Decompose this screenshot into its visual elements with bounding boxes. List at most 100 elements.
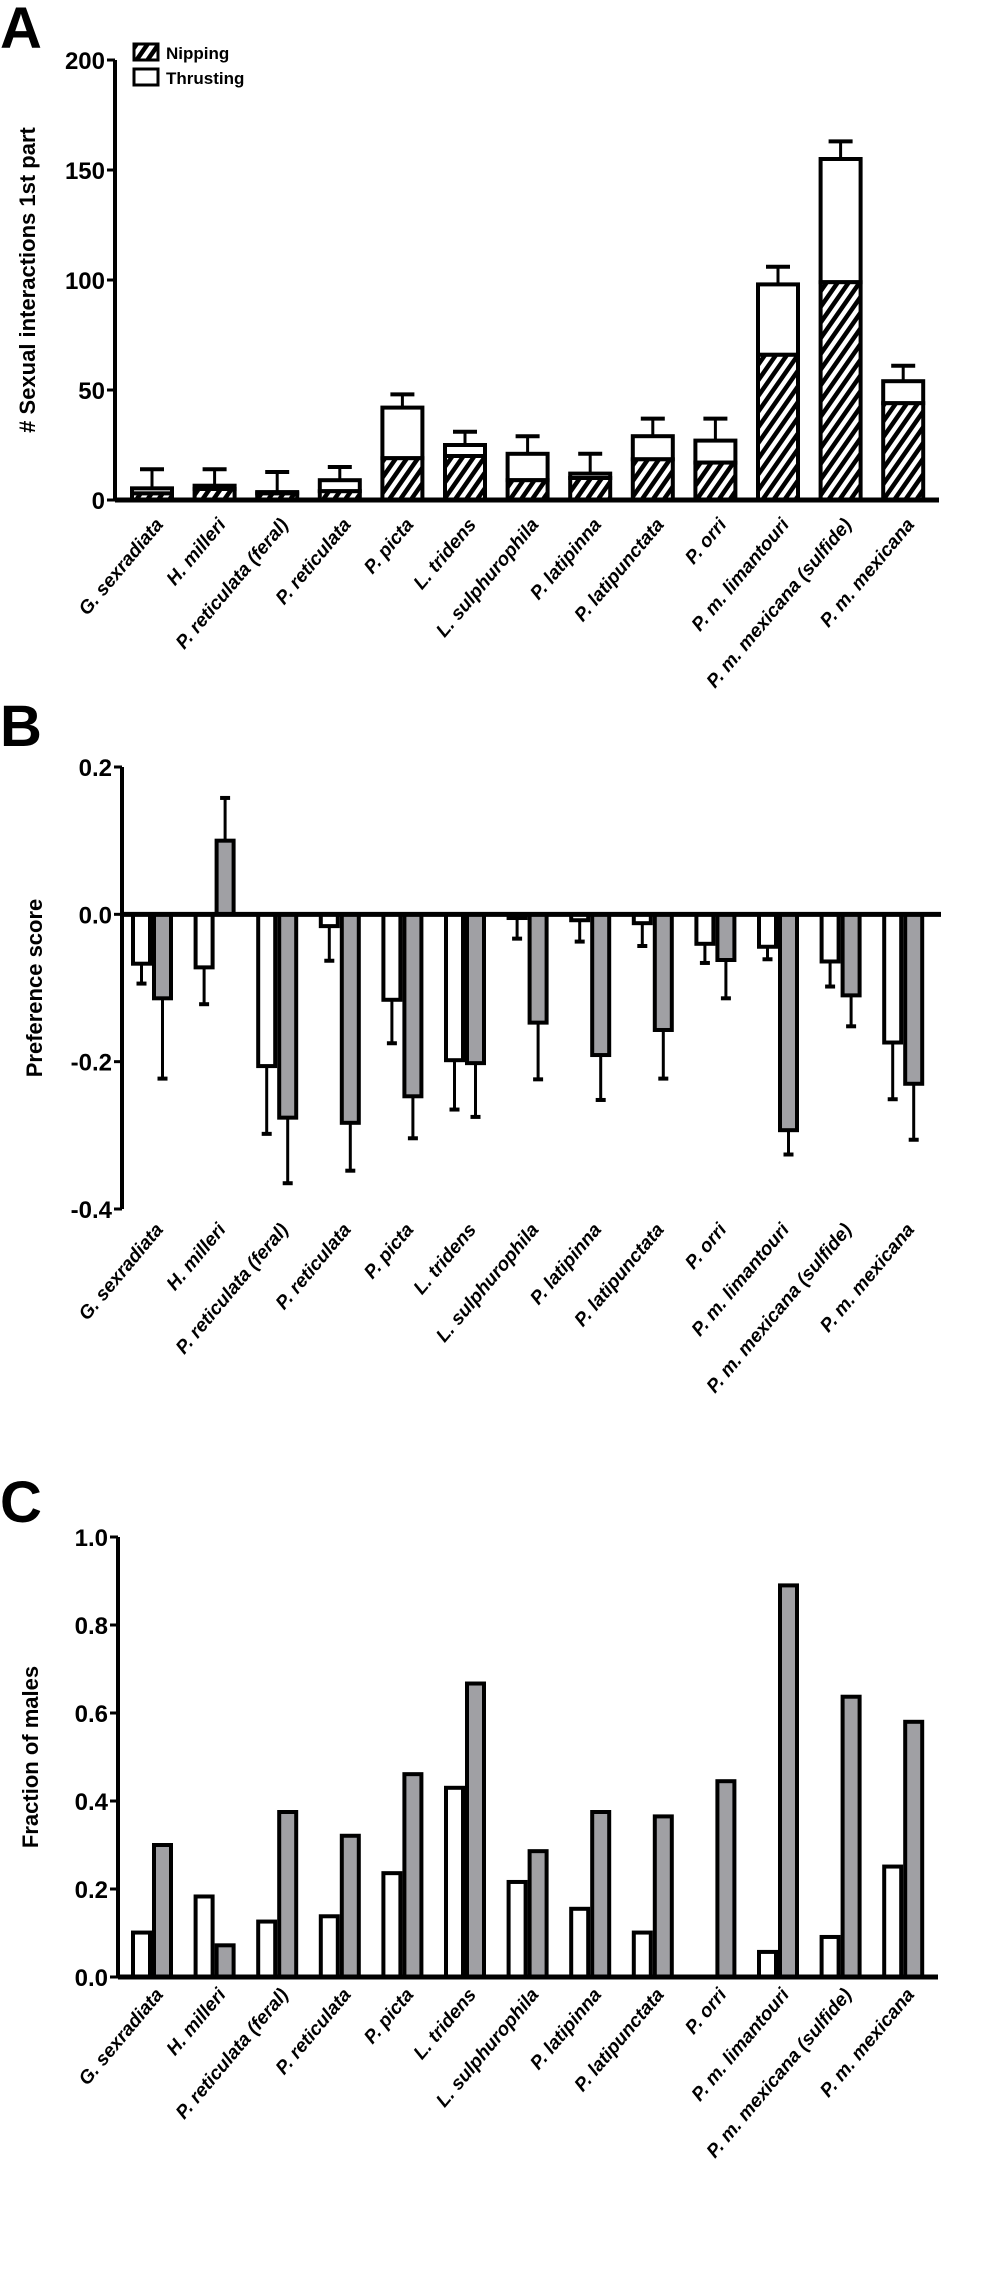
bar-thrusting <box>756 282 800 357</box>
y-tick-label: -0.4 <box>71 1197 113 1224</box>
category-label: H. milleri <box>163 1984 231 2060</box>
bar-white <box>318 1914 340 1980</box>
category-label: H. milleri <box>163 1219 231 1295</box>
bar-nipping <box>380 456 425 503</box>
bar-white <box>256 1919 278 1980</box>
bar-white <box>819 1934 841 1979</box>
category-label: P. reticulata (feral) <box>172 1220 293 1359</box>
bar-gray <box>527 912 549 1025</box>
y-tick-label: 1.0 <box>75 1525 108 1552</box>
bar-nipping <box>818 280 863 503</box>
bar-nipping <box>756 352 800 502</box>
bar-gray <box>590 1810 612 1979</box>
y-tick-label: 150 <box>65 158 105 185</box>
y-tick-label: 0.2 <box>79 755 112 782</box>
bar-gray <box>465 1681 486 1980</box>
category-label: P. picta <box>360 514 418 578</box>
y-axis-title: Fraction of males <box>18 1666 43 1848</box>
bar-gray <box>402 912 424 1099</box>
y-tick-label: -0.2 <box>71 1050 112 1077</box>
bar-gray <box>152 912 173 1001</box>
bar-gray <box>402 1772 424 1980</box>
y-tick-label: 0.0 <box>75 1965 108 1992</box>
bar-gray <box>527 1849 549 1980</box>
bar-white <box>193 912 215 970</box>
bar-white <box>131 1930 152 1980</box>
bar-white <box>757 912 778 949</box>
bar-gray <box>840 1694 862 1979</box>
bar-white <box>882 1864 904 1980</box>
bar-gray <box>903 1719 925 1980</box>
category-label: G. sexradiata <box>75 1219 168 1324</box>
bar-nipping <box>443 454 487 502</box>
bar-white <box>444 1785 465 1980</box>
category-label: P. reticulata (feral) <box>172 1985 293 2124</box>
bar-white <box>631 1930 653 1980</box>
bar-gray <box>339 912 361 1125</box>
bar-white <box>444 912 465 1063</box>
legend-label-thrusting: Thrusting <box>166 69 244 88</box>
category-label: P. orri <box>681 1219 731 1273</box>
bar-thrusting <box>693 438 738 465</box>
bar-gray <box>652 1814 674 1980</box>
bar-white <box>882 912 904 1045</box>
y-tick-label: 0.4 <box>75 1789 109 1816</box>
y-tick-label: 0.6 <box>75 1701 108 1728</box>
category-label: P. reticulata (feral) <box>172 515 293 654</box>
bar-gray <box>590 912 612 1058</box>
bar-white <box>381 912 403 1002</box>
bar-white <box>569 1906 591 1980</box>
bar-thrusting <box>380 405 425 461</box>
legend-swatch-nipping <box>132 42 160 62</box>
bar-gray <box>903 912 925 1086</box>
bar-gray <box>715 1779 737 1979</box>
bar-white <box>757 1949 778 1980</box>
bar-gray <box>840 912 862 998</box>
y-tick-label: 0.8 <box>75 1613 108 1640</box>
y-tick-label: 200 <box>65 48 105 75</box>
bar-thrusting <box>630 434 675 462</box>
bar-gray <box>152 1843 173 1979</box>
bar-nipping <box>630 457 675 502</box>
panel-letter-b: B <box>0 694 42 759</box>
y-tick-label: 0.2 <box>75 1877 108 1904</box>
category-label: P. picta <box>360 1984 418 2048</box>
panel-c: 0.0 0.2 0.4 0.6 0.8 1.0 Fraction of males G. se… <box>18 1525 938 2162</box>
bar-white <box>694 912 716 946</box>
bar-gray <box>652 912 674 1032</box>
category-label: P. picta <box>360 1219 418 1283</box>
y-tick-label: 50 <box>78 378 105 405</box>
bar-gray <box>277 1810 299 1979</box>
bar-thrusting <box>881 379 926 406</box>
bar-nipping <box>881 401 926 503</box>
bar-gray <box>715 912 737 963</box>
bar-gray <box>214 838 236 917</box>
bar-white <box>131 912 152 966</box>
y-axis-title: Preference score <box>22 899 47 1078</box>
bar-nipping <box>505 478 550 503</box>
y-tick-label: 100 <box>65 268 105 295</box>
panel-b: -0.4 -0.2 0.0 0.2 Preference score G. sexradi… <box>22 755 941 1397</box>
legend-swatch-thrusting <box>132 67 160 87</box>
bar-gray <box>465 912 486 1066</box>
bar-gray <box>778 1583 799 1980</box>
y-tick-label: 0 <box>92 488 105 515</box>
category-label: P. orri <box>681 1984 731 2038</box>
bar-thrusting <box>818 157 863 285</box>
bar-white <box>256 912 278 1069</box>
bar-white <box>819 912 841 964</box>
panel-letter-a: A <box>0 0 42 61</box>
category-label: H. milleri <box>163 514 231 590</box>
bar-thrusting <box>505 451 550 483</box>
y-tick-label: 0.0 <box>79 902 112 929</box>
bar-gray <box>214 1943 236 1979</box>
category-label: P. orri <box>681 514 731 568</box>
bar-white <box>193 1894 215 1979</box>
category-label: G. sexradiata <box>75 514 168 619</box>
bar-gray <box>778 912 799 1133</box>
panel-letter-c: C <box>0 1470 42 1535</box>
bar-white <box>381 1871 403 1980</box>
bar-nipping <box>693 460 738 503</box>
bar-nipping <box>568 476 613 502</box>
